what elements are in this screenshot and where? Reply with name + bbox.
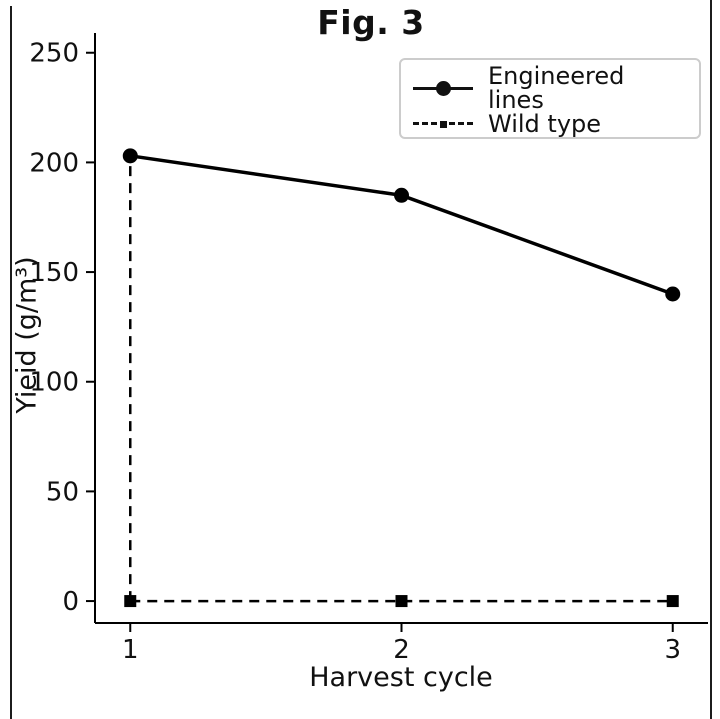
engineered-lines-marker — [665, 286, 681, 302]
legend-solid-line-sample — [413, 77, 473, 99]
y-axis-label: Yieid (g/m³) — [11, 256, 43, 414]
square-marker-icon — [440, 121, 447, 128]
legend-dashed-line-sample — [413, 113, 473, 135]
wild-type-marker — [395, 595, 408, 608]
engineered-lines-marker — [394, 187, 409, 203]
y-tick-label: 250 — [29, 39, 79, 69]
legend-label-wild-type: Wild type — [488, 110, 602, 138]
legend-label-engineered-lines: Engineered lines — [488, 62, 625, 114]
frame-border-left — [10, 6, 12, 719]
x-tick-label: 2 — [393, 635, 410, 665]
figure-title: Fig. 3 — [317, 3, 425, 42]
y-tick-label: 50 — [46, 477, 79, 507]
circle-marker-icon — [436, 81, 451, 96]
y-tick-label: 100 — [29, 368, 79, 398]
x-tick-label: 1 — [122, 635, 139, 665]
y-tick-label: 0 — [62, 587, 79, 617]
series-engineered-lines-line — [130, 154, 674, 296]
wild-type-marker — [666, 595, 679, 608]
y-tick-label: 200 — [29, 148, 79, 178]
legend-item-wild-type: Wild type — [413, 112, 687, 136]
engineered-lines-marker — [122, 148, 138, 164]
frame-border-right — [710, 0, 712, 719]
x-axis-label: Harvest cycle — [309, 662, 493, 693]
legend: Engineered lines Wild type — [399, 58, 701, 139]
x-tick-label: 3 — [664, 635, 681, 665]
wild-type-marker — [124, 595, 137, 608]
y-tick-label: 150 — [29, 258, 79, 288]
legend-item-engineered-lines: Engineered lines — [413, 64, 687, 112]
